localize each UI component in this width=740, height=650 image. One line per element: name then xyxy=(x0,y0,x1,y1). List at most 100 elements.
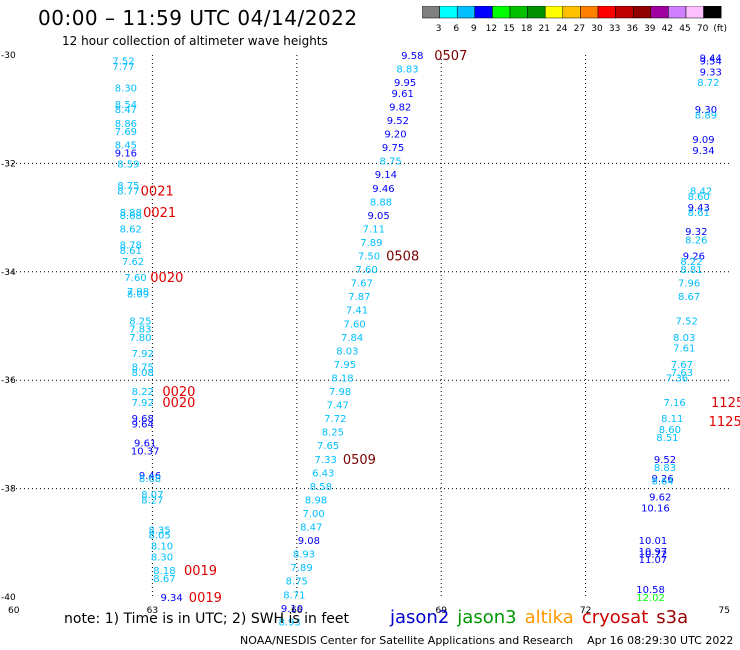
wave-height-value: 9.32 xyxy=(685,227,707,238)
wave-height-value: 8.22 xyxy=(132,387,154,398)
longitude-label: 66 xyxy=(291,606,303,616)
wave-height-value: 7.60 xyxy=(355,265,377,276)
wave-height-value: 7.87 xyxy=(348,292,370,303)
color-scale-label: 24 xyxy=(556,24,568,34)
longitude-label: 72 xyxy=(580,606,591,616)
wave-height-value: 7.33 xyxy=(315,455,337,466)
generation-timestamp: Apr 16 08:29:30 UTC 2022 xyxy=(587,634,734,647)
wave-height-value: 7.84 xyxy=(341,333,363,344)
color-scale-label: 36 xyxy=(626,24,638,34)
wave-height-value: 7.60 xyxy=(343,319,365,330)
wave-height-value: 8.45 xyxy=(115,140,137,151)
wave-height-value: 9.82 xyxy=(389,102,411,113)
satellite-track: 7.527.77 8.30 8.548.47 8.867.69 8.459.168.59… xyxy=(112,56,222,606)
pass-time-label: 0020 xyxy=(150,271,183,286)
wave-height-value: 9.05 xyxy=(367,211,389,222)
wave-height-value: 7.52 xyxy=(676,317,698,328)
wave-height-value: 8.81 xyxy=(680,265,702,276)
pass-time-label: 0020 xyxy=(162,396,195,411)
wave-height-value: 7.47 xyxy=(327,401,349,412)
wave-height-value: 7.89 xyxy=(290,563,312,574)
wave-height-value: 8.18 xyxy=(153,566,175,577)
wave-height-value: 9.44 xyxy=(700,54,722,65)
wave-height-value: 7.41 xyxy=(346,306,368,317)
wave-height-value: 9.08 xyxy=(298,536,320,547)
wave-height-value: 8.83 xyxy=(396,65,418,76)
wave-height-value: 7.52 xyxy=(112,56,134,67)
pass-time-label: 0508 xyxy=(386,250,419,265)
wave-height-value: 8.64 xyxy=(651,476,673,487)
wave-height-value: 9.09 xyxy=(692,135,714,146)
wave-height-value: 8.59 xyxy=(117,159,139,170)
wave-height-value: 9.52 xyxy=(387,116,409,127)
wave-height-value: 7.95 xyxy=(334,360,356,371)
wave-height-value: 9.20 xyxy=(384,130,406,141)
color-scale-label: 18 xyxy=(521,24,533,34)
pass-time-label: 0019 xyxy=(189,591,222,606)
wave-height-value: 6.43 xyxy=(312,468,334,479)
wave-height-value: 8.75 xyxy=(286,577,308,588)
color-scale-label: 27 xyxy=(574,24,585,34)
wave-height-value: 8.25 xyxy=(129,317,151,328)
wave-height-value: 9.52 xyxy=(654,455,676,466)
wave-height-value: 9.16 xyxy=(115,149,137,160)
color-scale-label: 39 xyxy=(644,24,656,34)
pass-time-label: 11 xyxy=(739,52,740,67)
wave-height-value: 8.75 xyxy=(380,157,402,168)
wave-height-value: 8.51 xyxy=(656,433,678,444)
pass-time-label: 0019 xyxy=(184,564,217,579)
wave-height-value: 8.09 xyxy=(127,289,149,300)
wave-height-value: 9.64 xyxy=(132,420,154,431)
legend-item-s3a: s3a xyxy=(656,607,689,628)
pass-time-label: 0021 xyxy=(143,206,176,221)
wave-height-value: 8.03 xyxy=(336,346,358,357)
wave-height-value: 9.34 xyxy=(692,146,714,157)
wave-height-value: 8.07 xyxy=(141,490,163,501)
longitude-label: 60 xyxy=(8,606,20,616)
wave-height-value: 9.26 xyxy=(651,474,673,485)
longitude-label: 63 xyxy=(147,606,158,616)
color-scale-legend: 3 6 9 12 15 18 21 24 27 30 33 36 39 42 45 70 (ft) xyxy=(422,6,727,34)
wave-height-value: 8.30 xyxy=(115,84,137,95)
wave-height-value: 8.60 xyxy=(688,192,710,203)
wave-height-value: 10.37 xyxy=(131,447,160,458)
latitude-label: -40 xyxy=(1,593,16,603)
wave-height-value: 8.71 xyxy=(283,590,305,601)
latitude-label: -36 xyxy=(1,376,16,386)
wave-height-value: 8.47 xyxy=(300,523,322,534)
wave-height-value: 9.46 xyxy=(372,184,394,195)
wave-height-value: 10.72 xyxy=(639,550,668,561)
wave-height-value: 7.72 xyxy=(324,414,346,425)
wave-height-value: 7.83 xyxy=(129,325,151,336)
satellite-track: 9.58 8.83 9.959.61 9.82 9.52 9.20 9.75 8.75 9.14… xyxy=(278,49,467,628)
wave-height-value: 8.68 xyxy=(120,211,142,222)
wave-height-value: 9.30 xyxy=(695,105,717,116)
wave-height-value: 9.61 xyxy=(392,89,414,100)
wave-height-value: 8.75 xyxy=(132,363,154,374)
wave-height-value: 8.58 xyxy=(310,482,332,493)
wave-height-value: 9.26 xyxy=(683,252,705,263)
wave-height-value: 7.60 xyxy=(124,273,146,284)
wave-height-value: 9.34 xyxy=(161,593,183,604)
wave-height-value: 7.11 xyxy=(363,224,385,235)
satellite-track: 9.449.549.338.729.308.899.099.348.428.60… xyxy=(636,52,740,604)
wave-height-value: 7.00 xyxy=(303,509,325,520)
legend-item-jason2: jason2 xyxy=(390,607,450,628)
wave-height-value: 9.54 xyxy=(700,56,722,67)
graticule xyxy=(8,55,730,597)
wave-height-value: 8.67 xyxy=(153,574,175,585)
page-title: 00:00 – 11:59 UTC 04/14/2022 xyxy=(38,6,358,30)
wave-height-value: 8.47 xyxy=(115,105,137,116)
color-scale-label: 12 xyxy=(486,24,497,34)
wave-height-value: 8.61 xyxy=(688,208,710,219)
wave-height-value: 9.14 xyxy=(375,170,397,181)
pass-time-label: 0507 xyxy=(434,49,467,64)
wave-height-value: 10.01 xyxy=(639,536,668,547)
wave-height-value: 7.98 xyxy=(127,287,149,298)
wave-height-value: 8.30 xyxy=(151,552,173,563)
wave-height-value: 8.75 xyxy=(117,181,139,192)
color-scale-label: 15 xyxy=(503,24,514,34)
pass-time-label: 0509 xyxy=(343,453,376,468)
wave-height-value: 8.03 xyxy=(673,333,695,344)
